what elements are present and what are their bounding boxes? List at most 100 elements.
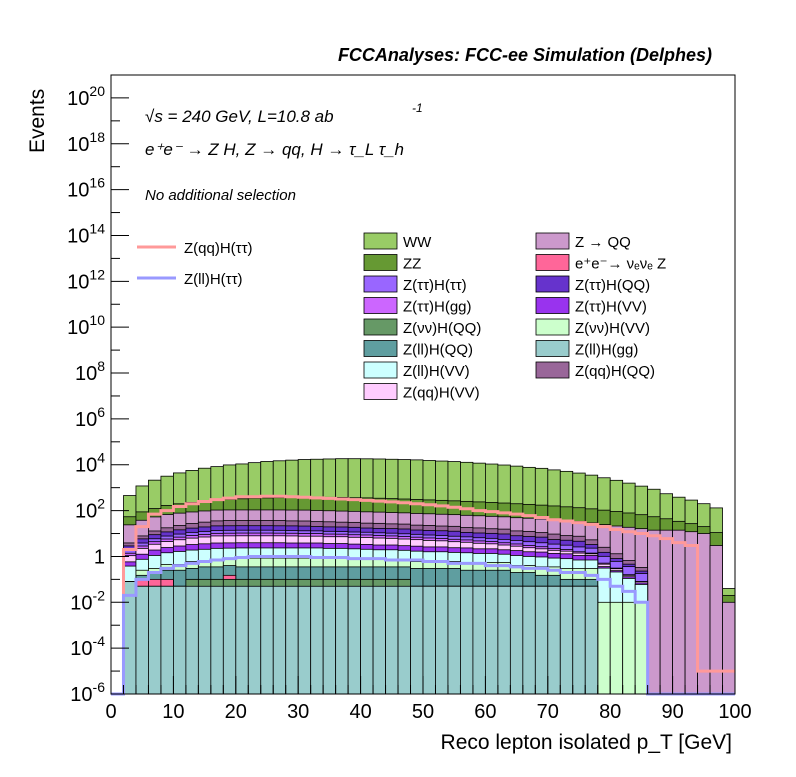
legend-entry-label: Z(ττ)H(ττ) [403,277,467,294]
legend-swatch [363,318,398,336]
x-axis-label: Reco lepton isolated p_T [GeV] [441,731,732,754]
legend-entry-label: Z(qq)H(VV) [403,385,480,402]
bar-z-qq-46 [684,531,698,695]
legend-swatch [535,254,570,271]
legend-swatch [535,340,570,357]
bar-z-ll-h-gg-10 [235,585,249,695]
bar-z-h-vv-39 [597,601,611,695]
bar-z-ll-h-gg-4 [160,585,174,695]
legend-swatch [535,297,570,314]
bar-z-qq-43 [647,529,661,695]
legend-entry-label: Z(qq)H(QQ) [575,363,655,380]
bar-z-ll-h-gg-38 [584,585,599,695]
y-axis: 10-6 10-4 10-2 1 102 104 106 108 1010 1012 1014 101… [67,74,129,706]
legend-swatch [535,275,570,293]
x-tick-label: 0 [105,701,116,723]
bar-z-ll-h-gg-34 [534,585,549,695]
legend-swatch [535,232,570,250]
energy-label: √s = 240 GeV, L=10.8 ab [145,107,334,126]
bar-z-qq-44 [659,529,673,695]
bar-z-h-vv-40 [609,601,624,695]
legend: Z(qq)H(ττ) Z(ll)H(ττ) WW ZZ Z(ττ)H(ττ) Z(ττ)H… [137,232,666,402]
bar-z-ll-h-gg-17 [322,585,337,695]
legend-entry-label: Z(ll)H(ττ) [184,271,243,288]
bar-z-ll-h-gg-18 [335,585,349,695]
bar-z-ll-h-gg-29 [472,585,486,695]
bar-z-ll-h-gg-36 [559,585,574,695]
legend-entry-label: Z(ττ)H(QQ) [575,277,650,294]
y-tick-label: 10-4 [70,633,105,660]
bar-z-ll-h-gg-7 [197,585,212,695]
y-tick-label: 1014 [67,220,105,247]
bar-z-ll-h-gg-35 [547,585,561,695]
x-tick-label: 20 [225,701,247,723]
y-tick-label: 1016 [67,175,105,202]
x-tick-label: 80 [599,701,621,723]
selection-label: No additional selection [145,187,296,204]
overlay-line-z-qq-h [111,494,735,696]
legend-swatch [363,232,398,250]
bar-z-h-vv-41 [622,601,636,695]
y-tick-label: 1012 [67,266,105,293]
legend-entry-label: Z(ττ)H(VV) [575,299,647,316]
legend-swatch [363,254,398,271]
y-tick-label: 104 [75,450,105,477]
bar-z-ll-h-gg-14 [285,585,299,695]
x-tick-label: 30 [287,701,309,723]
bar-z-ll-h-gg-20 [360,585,374,695]
legend-swatch [363,275,398,293]
legend-entry-label: Z(qq)H(ττ) [184,240,253,257]
bar-z-qq-49 [722,601,736,695]
x-tick-label: 60 [474,701,496,723]
legend-entry-label: Z(ll)H(gg) [575,342,638,359]
legend-entry-label: Z → QQ [575,234,631,251]
bar-z-ll-h-gg-24 [410,585,424,695]
legend-entry-label: ZZ [403,256,421,273]
bar-z-ll-h-gg-23 [397,585,411,695]
legend-entry-label: WW [403,234,432,251]
y-tick-label: 1018 [67,129,105,156]
bar-z-ll-h-gg-2 [135,585,149,695]
process-label: e⁺e⁻ → Z H, Z → qq, H → τ_L τ_h [145,140,404,159]
bar-z-ll-h-gg-26 [435,585,449,695]
y-tick-label: 1020 [67,83,105,110]
x-tick-label: 50 [412,701,434,723]
legend-entry-label: e⁺e⁻→ νₑνₑ Z [575,256,666,273]
y-tick-label: 108 [75,358,105,385]
bar-z-ll-h-gg-30 [484,585,499,695]
legend-entry-label: Z(νν)H(VV) [575,320,650,337]
x-tick-label: 70 [537,701,559,723]
y-tick-label: 102 [75,496,105,523]
bar-z-ll-h-gg-31 [497,585,511,695]
legend-swatch [535,361,570,379]
bar-z-ll-h-gg-32 [509,585,524,695]
legend-swatch [535,318,570,336]
bar-z-qq-45 [672,529,686,695]
bar-z-h-vv-42 [634,601,649,695]
x-tick-label: 10 [162,701,184,723]
y-tick-label: 1 [94,546,105,568]
y-tick-label: 10-2 [70,587,105,614]
bar-z-ll-h-gg-22 [385,585,399,695]
legend-entry-label: Z(ll)H(VV) [403,363,470,380]
bar-z-ll-h-gg-16 [310,585,324,695]
x-tick-label: 40 [349,701,371,723]
plot-area: 0 10 20 30 40 50 60 70 80 90 10010-610-410-2110210… [67,74,752,723]
bar-z-ll-h-gg-19 [347,585,361,695]
bar-z-ll-h-gg-33 [522,585,536,695]
bar-z-ll-h-gg-3 [148,585,162,695]
bar-z-ll-h-gg-15 [297,585,312,695]
bar-z-ll-h-gg-8 [210,585,224,695]
y-tick-label: 106 [75,404,105,431]
legend-swatch [363,361,398,379]
legend-entry-label: Z(νν)H(QQ) [403,320,481,337]
legend-entry-label: Z(ττ)H(gg) [403,299,472,316]
bar-z-ll-h-gg-13 [272,585,287,695]
x-tick-label: 100 [718,701,751,723]
lumi-exponent: -1 [412,101,423,115]
bar-z-ll-h-gg-37 [572,585,586,695]
x-axis: 0 10 20 30 40 50 60 70 80 90 100 [105,676,752,723]
legend-entry-label: Z(ll)H(QQ) [403,342,473,359]
